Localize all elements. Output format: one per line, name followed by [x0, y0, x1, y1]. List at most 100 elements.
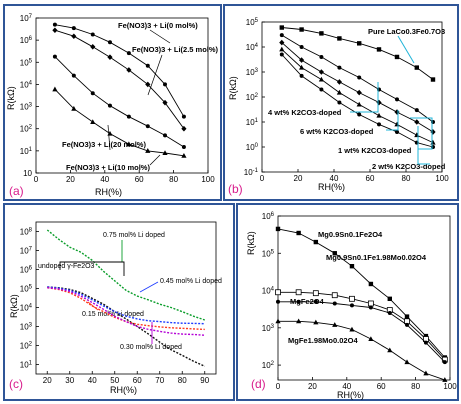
panel-d-point: [442, 360, 447, 365]
panel-b-point: [430, 77, 436, 82]
panel-a-point: [181, 125, 187, 132]
panel-d-xtick-label: 60: [377, 382, 386, 391]
panel-d-point: [295, 289, 302, 296]
panel-d-ytick-label: 105: [262, 249, 275, 258]
panel-a-point: [52, 54, 57, 59]
panel-d-series-line-3: [278, 320, 445, 381]
panel-d-point: [349, 295, 355, 302]
panel-d-xtick-label: 0: [276, 382, 281, 391]
panel-d-point: [387, 296, 392, 302]
panel-a-xtick-label: 60: [135, 175, 144, 184]
panel-b-point: [279, 33, 284, 38]
panel-b-plot: 0 20 40 60 80 100 10-1 100 101 102 103 104 105: [244, 18, 449, 183]
panel-b-point: [337, 65, 342, 70]
panel-d-point: [368, 281, 374, 287]
panel-b-callout-line: [417, 126, 430, 165]
panel-c-callouts: [59, 240, 159, 344]
panel-c-ann-045: 0.45 mol% Li doped: [160, 278, 222, 285]
panel-b-callouts: [350, 35, 433, 165]
panel-d-point: [332, 251, 337, 256]
panel-a-point: [71, 73, 76, 78]
panel-b-callout-line: [350, 82, 379, 113]
panel-c-callout-line: [87, 301, 99, 311]
panel-a-callout-line: [149, 29, 171, 44]
panel-b-point: [356, 101, 362, 107]
panel-d-ann-mgsn: Mg0.9Sn0.1Fe2O4: [318, 230, 383, 239]
panel-a-point: [162, 150, 168, 156]
panel-b-point: [299, 57, 305, 63]
panel-d-point: [349, 303, 354, 308]
panel-c-series-line-0: [46, 229, 206, 321]
panel-b-point: [414, 108, 419, 113]
panel-c-ytick-label: 103: [20, 323, 33, 332]
panel-d-axes-box: [277, 215, 451, 381]
panel-d-point: [276, 299, 280, 304]
panel-b-ylabel: R(kΩ): [228, 76, 238, 100]
panel-b-letter: (b): [228, 182, 243, 196]
panel-c-xtick-label: 80: [178, 376, 187, 385]
panel-b-point: [319, 54, 324, 59]
panel-a-xtick-label: 40: [100, 175, 109, 184]
panel-d-text: (d) RH(%) R(kΩ) Mg0.9Sn0.1Fe2O4 Mg0.9Sn0…: [246, 230, 427, 400]
panel-b-ytick-label: 100: [246, 143, 259, 152]
panel-a-xtick-label: 20: [66, 175, 75, 184]
panel-b-ytick-label: 101: [246, 118, 259, 127]
panel-a-ytick-label: 106: [20, 36, 33, 45]
panel-c-ytick-label: 104: [20, 304, 33, 313]
panel-b-point: [395, 129, 399, 134]
panel-a-ytick-label: 107: [20, 14, 33, 23]
panel-b-point: [279, 39, 285, 46]
panel-d-point: [296, 318, 302, 324]
panel-b-point: [319, 31, 324, 36]
panel-a-point: [145, 63, 150, 68]
panel-c-series-line-2: [47, 286, 205, 325]
panel-b-point: [376, 99, 382, 106]
panel-b-point: [336, 89, 342, 95]
panel-c-plot: 20 30 40 50 60 70 80 90 101 102 103 104 105 106 107 108: [20, 221, 217, 385]
panel-d-ytick-label: 103: [262, 324, 275, 333]
panel-a-point: [181, 144, 186, 149]
panel-d-frame: [236, 203, 459, 401]
panel-d-point: [349, 263, 355, 269]
panel-d-point: [387, 347, 393, 353]
panel-a-point: [107, 54, 113, 60]
panel-b-callout-line: [397, 35, 415, 64]
panel-b-point: [279, 52, 284, 57]
panel-c-xtick-label: 70: [155, 376, 164, 385]
panel-c-callout-line: [59, 261, 125, 276]
panel-d-ytick-label: 104: [262, 287, 275, 296]
panel-a-point: [90, 44, 96, 50]
panel-b-point: [394, 121, 400, 127]
panel-b-point: [394, 109, 400, 115]
panel-d-point: [296, 299, 301, 304]
panel-c-ann-030: 0.30 mol% Li doped: [120, 344, 182, 351]
panel-b-xtick-label: 20: [294, 174, 303, 183]
panel-b-xtick-label: 40: [330, 174, 339, 183]
panel-a-ytick-label: 104: [20, 80, 33, 89]
panel-c-xtick-label: 40: [88, 376, 97, 385]
panel-d-series-line-2: [278, 301, 446, 363]
panel-a-point: [162, 99, 168, 106]
panel-b-ytick-label: 104: [246, 43, 259, 52]
panel-a-point: [126, 67, 132, 73]
panel-a-ytick-label: 10: [23, 169, 32, 178]
panel-c-xtick-label: 30: [65, 376, 74, 385]
panel-b-point: [299, 64, 305, 70]
panel-a-callout-line: [147, 54, 163, 96]
panel-d-point: [368, 305, 373, 310]
panel-c-ytick-label: 102: [20, 342, 33, 351]
panel-d-point: [423, 340, 428, 345]
panel-a-point: [90, 32, 95, 37]
panel-a-ytick-label: 105: [20, 58, 33, 67]
panel-b-ann-6wt: 6 wt% K2CO3-doped: [300, 127, 374, 136]
panel-d-xlabel: RH(%): [337, 390, 364, 400]
panel-a-point: [145, 124, 150, 129]
panel-c-xtick-label: 50: [110, 376, 119, 385]
panel-a-point: [163, 133, 167, 138]
panel-d-plot: 0 20 40 60 80 100 102 103 104 105 106: [262, 212, 457, 391]
panel-a-frame: [3, 4, 222, 201]
panel-b-ann-pure: Pure LaCo0.3Fe0.7O3: [368, 27, 445, 36]
panel-c-letter: (c): [9, 377, 23, 391]
panel-c-frame: [3, 203, 235, 401]
